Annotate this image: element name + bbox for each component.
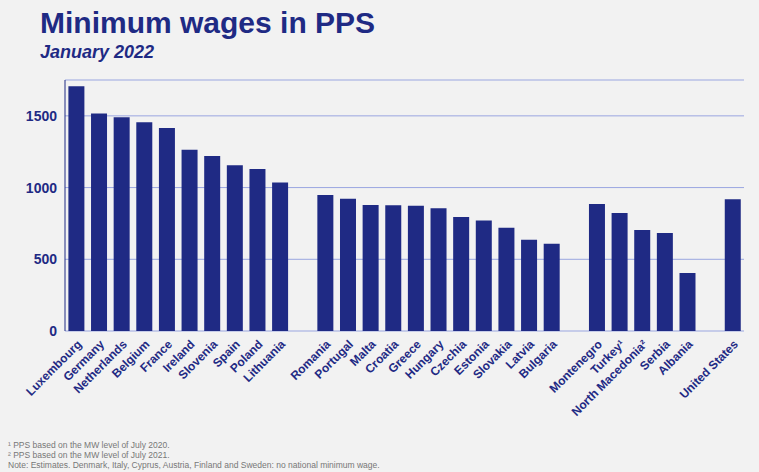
svg-text:Spain: Spain	[209, 337, 243, 371]
svg-text:Belgium: Belgium	[109, 337, 153, 381]
svg-text:Bulgaria: Bulgaria	[516, 337, 560, 381]
svg-text:Montenegro: Montenegro	[546, 337, 605, 396]
svg-text:Estonia: Estonia	[451, 337, 492, 378]
html-text:Minimum wages in PPS: Minimum wages in PPS	[40, 6, 376, 39]
svg-text:Luxembourg: Luxembourg	[23, 337, 85, 399]
svg-text:1000: 1000	[26, 180, 57, 196]
svg-text:Ireland: Ireland	[159, 337, 198, 375]
svg-text:Croatia: Croatia	[362, 337, 402, 377]
svg-text:Slovenia: Slovenia	[175, 337, 221, 382]
svg-text:Netherlands: Netherlands	[70, 337, 130, 397]
svg-text:Romania: Romania	[287, 337, 334, 383]
html-text:Note: Estimates. Denmark, Ital: Note: Estimates. Denmark, Italy, Cyprus,…	[8, 460, 380, 470]
svg-text:0: 0	[49, 323, 57, 339]
svg-text:Poland: Poland	[227, 337, 266, 376]
svg-text:Germany: Germany	[60, 337, 108, 384]
svg-text:500: 500	[34, 251, 58, 267]
svg-text:Lithuania: Lithuania	[241, 337, 289, 385]
svg-text:Greece: Greece	[385, 337, 424, 376]
html-text:¹ PPS based on the MW level of: ¹ PPS based on the MW level of July 2020…	[8, 440, 170, 450]
html-text:² PPS based on the MW level of: ² PPS based on the MW level of July 2021…	[8, 450, 170, 460]
svg-text:Albania: Albania	[655, 337, 696, 378]
svg-text:Turkey¹: Turkey¹	[587, 337, 628, 378]
svg-text:Czechia: Czechia	[427, 337, 470, 380]
svg-text:Portugal: Portugal	[311, 337, 357, 382]
svg-text:Serbia: Serbia	[637, 337, 673, 374]
html-text:January 2022: January 2022	[40, 42, 155, 62]
svg-text:North Macedonia²: North Macedonia²	[569, 337, 651, 419]
svg-text:United States: United States	[677, 337, 741, 401]
svg-text:1500: 1500	[26, 108, 57, 124]
svg-text:Latvia: Latvia	[502, 337, 538, 372]
svg-text:France: France	[137, 337, 175, 375]
svg-text:Malta: Malta	[347, 337, 379, 369]
svg-text:Hungary: Hungary	[402, 337, 447, 382]
svg-text:Slovakia: Slovakia	[470, 337, 515, 382]
